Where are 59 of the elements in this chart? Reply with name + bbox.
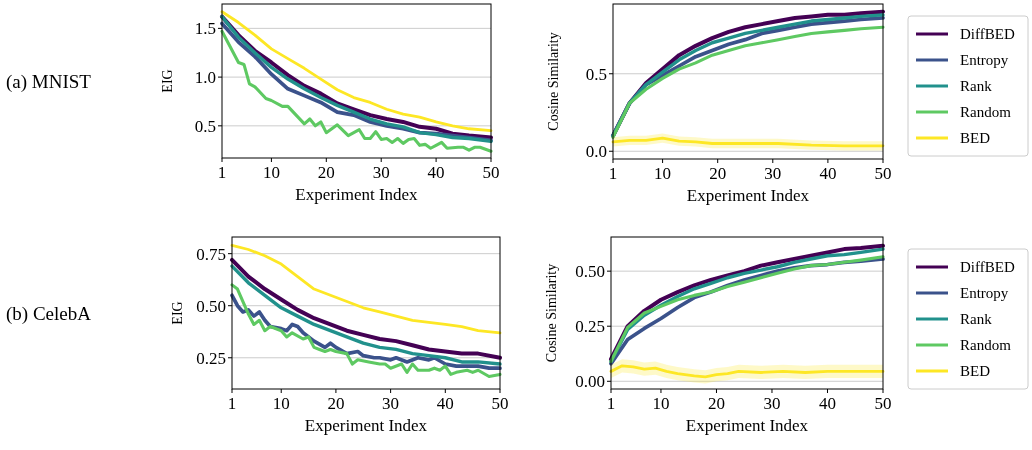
y-tick-label: 0.5 (585, 64, 607, 84)
x-axis-title: Experiment Index (304, 416, 428, 435)
x-tick-label: 40 (819, 164, 837, 183)
x-tick-label: 40 (427, 163, 445, 182)
x-tick-label: 40 (818, 394, 836, 413)
y-tick-label: 0.25 (196, 348, 226, 368)
x-tick-label: 50 (491, 394, 509, 413)
y-axis-title: Cosine Similarity (546, 32, 561, 131)
y-tick-label: 0.75 (196, 244, 226, 264)
x-tick-label: 10 (652, 394, 670, 413)
line-series (230, 243, 502, 335)
y-tick-label: 0.50 (575, 262, 605, 282)
x-tick-label: 50 (482, 163, 500, 182)
legend-label: DiffBED (960, 26, 1015, 43)
x-tick-label: 30 (382, 394, 400, 413)
x-tick-label: 20 (709, 164, 727, 183)
legend-label: Rank (960, 78, 993, 95)
y-axis-title: Cosine Similarity (544, 263, 559, 363)
line-series (230, 283, 502, 379)
legend-label: BED (960, 363, 991, 380)
legend-label: Random (960, 104, 1012, 121)
legend-label: Entropy (960, 52, 1009, 69)
x-tick-label: 50 (874, 394, 892, 413)
x-tick-label: 1 (606, 394, 616, 413)
line-series (230, 293, 502, 371)
x-tick-label: 20 (707, 394, 725, 413)
x-tick-label: 20 (317, 163, 335, 182)
x-tick-label: 10 (272, 394, 290, 413)
y-tick-label: 0.5 (194, 116, 216, 136)
x-axis-title: Experiment Index (686, 186, 810, 205)
x-tick-label: 1 (227, 394, 237, 413)
y-axis-title: EIG (160, 69, 175, 93)
text: (b) CelebA (6, 302, 92, 325)
x-axis-title: Experiment Index (685, 416, 809, 435)
text: (a) MNIST (6, 70, 92, 93)
line-series (609, 364, 885, 379)
x-tick-label: 1 (217, 163, 227, 182)
x-tick-label: 30 (763, 394, 781, 413)
x-tick-label: 20 (327, 394, 345, 413)
x-tick-label: 30 (372, 163, 390, 182)
x-tick-label: 10 (262, 163, 280, 182)
x-tick-label: 30 (764, 164, 782, 183)
y-tick-label: 0.50 (196, 296, 226, 316)
y-axis-title: EIG (170, 301, 185, 325)
y-tick-label: 1.5 (194, 19, 216, 39)
x-tick-label: 1 (608, 164, 618, 183)
x-tick-label: 40 (436, 394, 454, 413)
x-tick-label: 10 (654, 164, 672, 183)
legend-label: BED (960, 130, 991, 147)
legend-label: Entropy (960, 285, 1009, 302)
y-tick-label: 1.0 (194, 68, 216, 88)
x-axis-title: Experiment Index (295, 185, 419, 204)
y-tick-label: 0.25 (575, 317, 605, 337)
x-tick-label: 50 (874, 164, 892, 183)
y-tick-label: 0.00 (575, 372, 605, 392)
legend-label: Rank (960, 311, 993, 328)
legend-label: Random (960, 337, 1012, 354)
legend-label: DiffBED (960, 259, 1015, 276)
y-tick-label: 0.0 (585, 142, 607, 162)
